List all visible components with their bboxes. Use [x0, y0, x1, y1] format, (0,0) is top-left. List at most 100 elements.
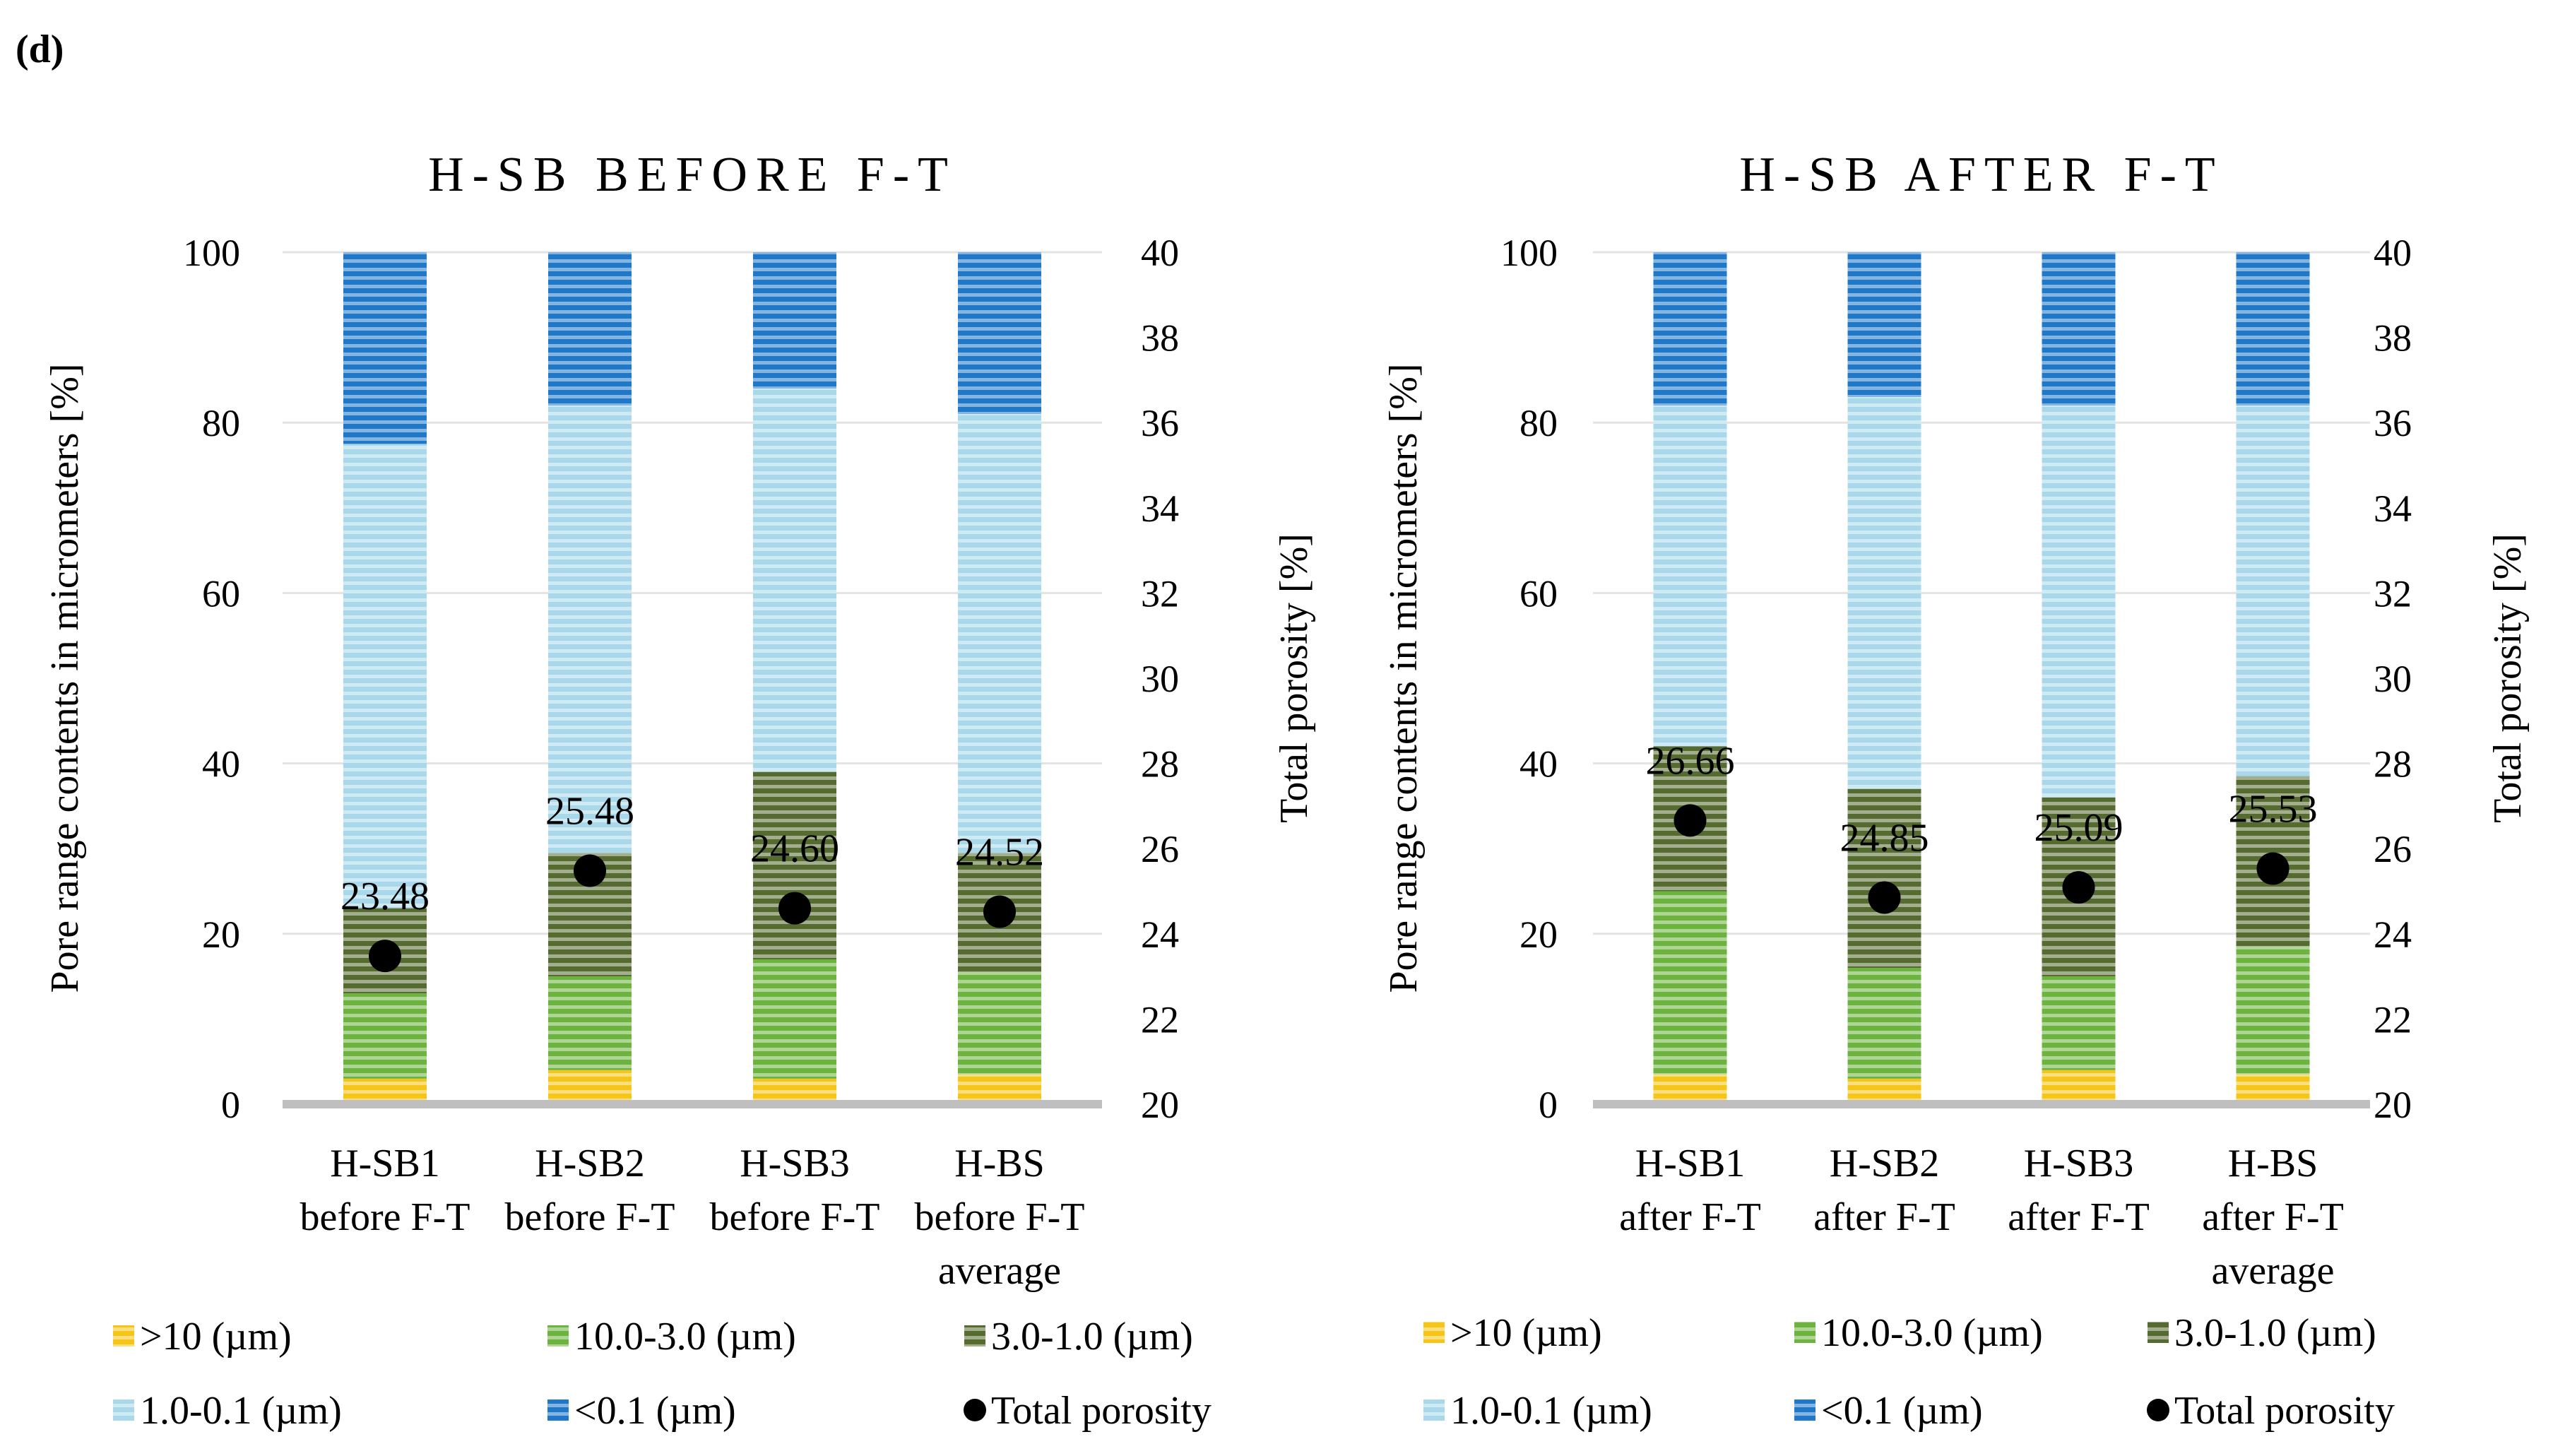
bar-segment-lt01 [2042, 252, 2116, 406]
legend-label: <0.1 (µm) [574, 1389, 736, 1433]
legend-swatch-gt10 [1423, 1322, 1445, 1343]
porosity-point [2062, 871, 2095, 904]
porosity-data-label: 24.60 [750, 827, 839, 871]
y2-tick-label: 24 [2374, 913, 2412, 956]
y-tick-label: 80 [1520, 402, 1558, 444]
bar-segment-r10_3 [548, 976, 632, 1070]
legend-label: Total porosity [2174, 1389, 2395, 1433]
x-tick-label: H-SB2 [535, 1142, 645, 1185]
legend-swatch-r3_1 [964, 1325, 985, 1346]
bar-segment-lt01 [2236, 252, 2310, 406]
x-tick-label: H-SB2 [1830, 1142, 1940, 1185]
y2-tick-label: 22 [1141, 998, 1179, 1041]
porosity-point [2256, 852, 2290, 885]
bar-segment-lt01 [753, 252, 836, 389]
y2-tick-label: 32 [2374, 572, 2412, 615]
y2-tick-label: 26 [2374, 828, 2412, 870]
chart-after-ft: H-SB AFTER F-T 0 20 40 60 80 100 20 22 24 26 28 30 32… [1382, 148, 2530, 1433]
y-tick-label: 80 [202, 402, 240, 444]
legend-marker-porosity [964, 1399, 986, 1421]
porosity-data-label: 24.85 [1840, 817, 1929, 860]
y-tick-label: 20 [202, 913, 240, 956]
y-tick-label: 40 [202, 743, 240, 786]
y2-tick-label: 36 [1141, 402, 1179, 444]
x-tick-label: H-SB3 [2024, 1142, 2134, 1185]
y2-tick-label: 30 [2374, 658, 2412, 700]
chart-before-ft: H-SB BEFORE F-T 0 20 40 60 80 100 20 22 24 26 28 30 3… [43, 148, 1316, 1433]
legend-label: 3.0-1.0 (µm) [991, 1315, 1193, 1359]
y-tick-label: 20 [1520, 913, 1558, 956]
y2-tick-label: 38 [2374, 317, 2412, 360]
bar-segment-r3_1 [1847, 788, 1921, 969]
legend-swatch-r1_01 [1423, 1399, 1445, 1421]
bar-segment-gt10 [2236, 1074, 2310, 1104]
y2-tick-label: 34 [2374, 487, 2412, 530]
y-axis-label: Pore range contents in micrometers [%] [43, 363, 87, 993]
legend-swatch-r10_3 [547, 1325, 569, 1346]
y-tick-label: 40 [1520, 743, 1558, 786]
y2-tick-label: 28 [1141, 743, 1179, 786]
chart-title: H-SB BEFORE F-T [428, 148, 956, 202]
bar-segment-lt01 [1847, 252, 1921, 398]
bar-segment-gt10 [1653, 1074, 1727, 1104]
porosity-data-label: 26.66 [1646, 739, 1735, 783]
y-tick-label: 100 [1500, 232, 1558, 274]
bar-segment-r10_3 [753, 959, 836, 1079]
porosity-point [1674, 804, 1707, 837]
bar-segment-lt01 [548, 252, 632, 406]
bar-segment-r10_3 [958, 972, 1041, 1075]
legend-swatch-gt10 [113, 1325, 134, 1346]
y-tick-label: 0 [221, 1084, 240, 1126]
y2-tick-label: 22 [2374, 998, 2412, 1041]
legend-label: 10.0-3.0 (µm) [1821, 1311, 2043, 1355]
x-tick-label: after F-T [1619, 1195, 1761, 1239]
y2-tick-label: 20 [2374, 1084, 2412, 1126]
bar-segment-gt10 [1847, 1078, 1921, 1104]
bar-segment-gt10 [548, 1070, 632, 1104]
x-tick-label: H-SB3 [740, 1142, 850, 1185]
y2-tick-label: 40 [1141, 232, 1179, 274]
bar-segment-gt10 [343, 1078, 427, 1104]
bar-segment-r1_01 [1653, 406, 1727, 747]
y2-tick-label: 30 [1141, 658, 1179, 700]
y-tick-label: 100 [183, 232, 240, 274]
y-tick-label: 60 [202, 572, 240, 615]
x-tick-label: H-BS [2228, 1142, 2318, 1185]
x-tick-label: before F-T [709, 1195, 879, 1239]
y2-tick-label: 36 [2374, 402, 2412, 444]
x-tick-label: H-BS [954, 1142, 1045, 1185]
y2-tick-label: 20 [1141, 1084, 1179, 1126]
bar-segment-r10_3 [2042, 976, 2116, 1070]
y2-tick-label: 38 [1141, 317, 1179, 360]
legend-marker-porosity [2147, 1399, 2169, 1421]
porosity-point [1868, 881, 1901, 914]
y2-axis-label: Total porosity [%] [2486, 533, 2530, 823]
y-axis-label: Pore range contents in micrometers [%] [1382, 363, 1426, 993]
legend-swatch-r1_01 [113, 1399, 134, 1421]
x-tick-label: average [2211, 1249, 2334, 1293]
y2-tick-label: 32 [1141, 572, 1179, 615]
legend-label: >10 (µm) [1450, 1311, 1602, 1355]
bar-segment-r3_1 [753, 771, 836, 959]
bar-segment-r10_3 [2236, 946, 2310, 1075]
x-tick-label: average [938, 1249, 1061, 1293]
legend-label: <0.1 (µm) [1821, 1389, 1983, 1433]
legend-swatch-r3_1 [2148, 1322, 2169, 1343]
y2-tick-label: 34 [1141, 487, 1179, 530]
porosity-data-label: 25.53 [2229, 788, 2318, 831]
x-tick-label: after F-T [1813, 1195, 1955, 1239]
bar-segment-r1_01 [2236, 406, 2310, 776]
y2-axis-label: Total porosity [%] [1272, 533, 1316, 823]
x-tick-label: after F-T [2008, 1195, 2150, 1239]
legend-label: 1.0-0.1 (µm) [140, 1389, 342, 1433]
bar-segment-r1_01 [2042, 406, 2116, 798]
x-tick-label: H-SB1 [1635, 1142, 1746, 1185]
legend-label: 3.0-1.0 (µm) [2174, 1311, 2376, 1355]
bar-segment-gt10 [2042, 1070, 2116, 1104]
y-tick-label: 60 [1520, 572, 1558, 615]
porosity-data-label: 24.52 [955, 830, 1044, 874]
y2-tick-label: 26 [1141, 828, 1179, 870]
bar-segment-r1_01 [958, 414, 1041, 853]
x-tick-label: before F-T [504, 1195, 675, 1239]
porosity-point [369, 940, 401, 973]
